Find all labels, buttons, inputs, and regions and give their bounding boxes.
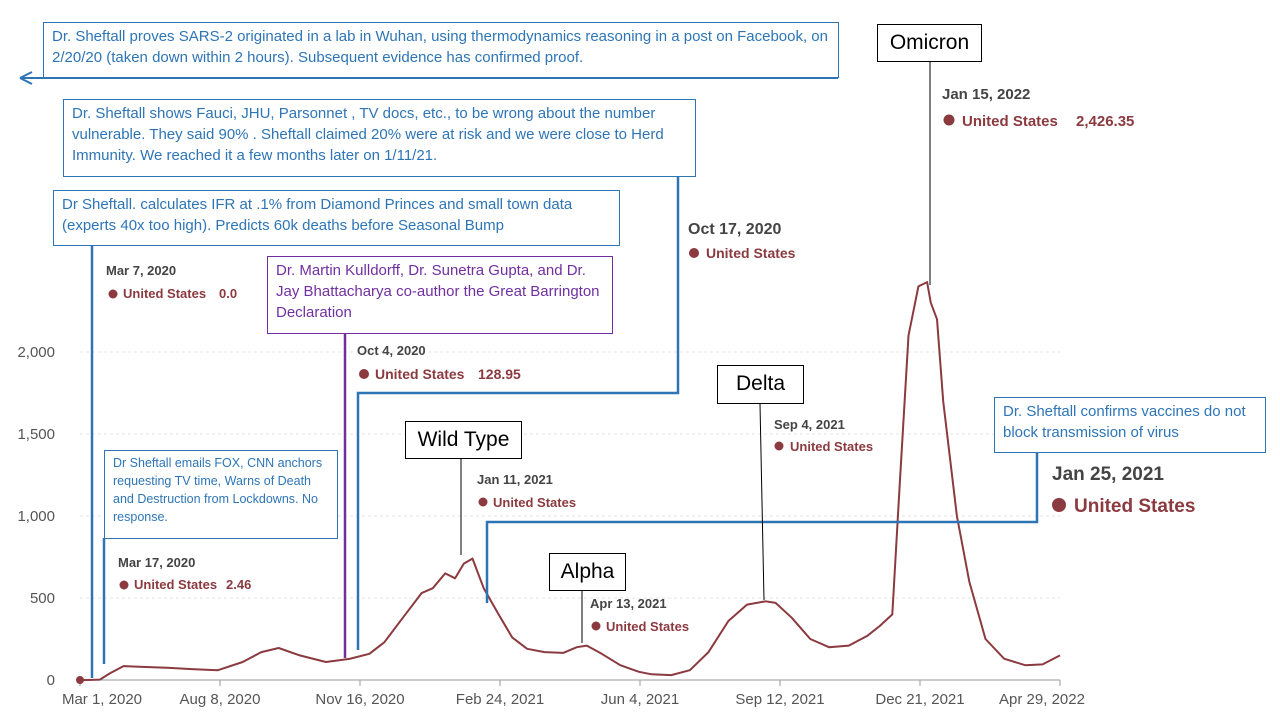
tooltip-dot <box>689 248 699 258</box>
tooltip-apr-13: Apr 13, 2021 United States <box>590 596 689 634</box>
tooltip-date: Apr 13, 2021 <box>590 596 667 611</box>
tooltip-dot <box>359 369 369 379</box>
tooltip-jan-25-2021: Jan 25, 2021 United States <box>1052 464 1195 517</box>
tooltip-date: Mar 17, 2020 <box>118 555 195 570</box>
x-tick-label: Aug 8, 2020 <box>180 691 261 708</box>
tooltip-oct-4: Oct 4, 2020 United States 128.95 <box>357 343 521 382</box>
tooltip-series: United States <box>375 366 465 382</box>
tooltip-series: United States <box>706 245 796 261</box>
x-tick-labels: Mar 1, 2020 Aug 8, 2020 Nov 16, 2020 Feb 24… <box>62 680 1085 708</box>
y-tick-labels: 0 500 1,000 1,500 2,000 <box>17 344 55 689</box>
tooltip-date: Oct 4, 2020 <box>357 343 426 358</box>
y-tick-label: 2,000 <box>17 344 55 361</box>
tooltip-series: United States <box>493 495 576 510</box>
tooltip-date: Sep 4, 2021 <box>774 417 845 432</box>
tooltip-date: Jan 25, 2021 <box>1052 464 1164 485</box>
x-tick-label: Sep 12, 2021 <box>735 691 824 708</box>
tooltip-jan-15-2022: Jan 15, 2022 United States 2,426.35 <box>942 86 1134 130</box>
tooltip-dot <box>1052 498 1066 512</box>
x-tick-label: Nov 16, 2020 <box>315 691 404 708</box>
tooltip-series: United States <box>962 113 1058 130</box>
callout-ifr: Dr Sheftall. calculates IFR at .1% from … <box>53 190 620 246</box>
tooltip-dot <box>943 114 955 126</box>
tooltip-dot <box>591 621 601 631</box>
series-group <box>80 281 1061 681</box>
tooltip-series: United States <box>123 286 206 301</box>
y-tick-label: 500 <box>30 590 55 607</box>
tooltip-jan-11: Jan 11, 2021 United States <box>477 472 576 510</box>
tooltip-dot <box>119 580 129 590</box>
tooltip-mar-17: Mar 17, 2020 United States 2.46 <box>118 555 251 592</box>
callout-leaders <box>19 62 1039 678</box>
callout-emails: Dr Sheftall emails FOX, CNN anchors requ… <box>104 450 338 539</box>
tooltip-date: Jan 15, 2022 <box>942 86 1030 103</box>
x-tick-label: Apr 29, 2022 <box>999 691 1085 708</box>
y-tick-label: 0 <box>47 672 55 689</box>
x-tick-label: Mar 1, 2020 <box>62 691 142 708</box>
tooltip-dot <box>478 497 488 507</box>
tooltip-dot <box>108 289 118 299</box>
tooltip-value: 128.95 <box>478 366 521 382</box>
tooltip-date: Oct 17, 2020 <box>688 221 782 238</box>
tooltip-oct-17: Oct 17, 2020 United States <box>688 221 796 261</box>
leader-herd <box>356 176 680 650</box>
series-start-point <box>76 676 84 684</box>
variant-wild-type: Wild Type <box>405 421 522 459</box>
leader-wuhan-arrowhead <box>19 71 33 85</box>
variant-delta: Delta <box>717 365 804 404</box>
y-tick-label: 1,500 <box>17 426 55 443</box>
tooltip-mar-7: Mar 7, 2020 United States 0.0 <box>106 263 237 301</box>
tooltip-value: 2.46 <box>226 577 251 592</box>
tooltip-value: 2,426.35 <box>1076 113 1134 130</box>
callout-herd-immunity: Dr. Sheftall shows Fauci, JHU, Parsonnet… <box>63 99 696 177</box>
tooltip-series: United States <box>606 619 689 634</box>
tooltip-date: Jan 11, 2021 <box>477 472 553 487</box>
x-tick-label: Feb 24, 2021 <box>456 691 544 708</box>
variant-alpha: Alpha <box>549 553 626 591</box>
callout-vaccines: Dr. Sheftall confirms vaccines do not bl… <box>994 397 1266 453</box>
tooltip-dot <box>774 441 784 451</box>
x-tick-label: Dec 21, 2021 <box>875 691 964 708</box>
tooltip-date: Mar 7, 2020 <box>106 263 176 278</box>
tooltip-series: United States <box>134 577 217 592</box>
tooltip-series: United States <box>1074 496 1195 517</box>
tooltip-value: 0.0 <box>219 286 237 301</box>
tooltip-series: United States <box>790 439 873 454</box>
y-tick-label: 1,000 <box>17 508 55 525</box>
tooltip-sep-4: Sep 4, 2021 United States <box>774 417 873 454</box>
callout-wuhan: Dr. Sheftall proves SARS-2 originated in… <box>43 22 839 78</box>
callout-great-barrington: Dr. Martin Kulldorff, Dr. Sunetra Gupta,… <box>267 256 613 334</box>
x-tick-label: Jun 4, 2021 <box>601 691 679 708</box>
leader-delta <box>759 403 765 601</box>
variant-omicron: Omicron <box>877 24 982 62</box>
series-line-united-states <box>80 281 1061 681</box>
